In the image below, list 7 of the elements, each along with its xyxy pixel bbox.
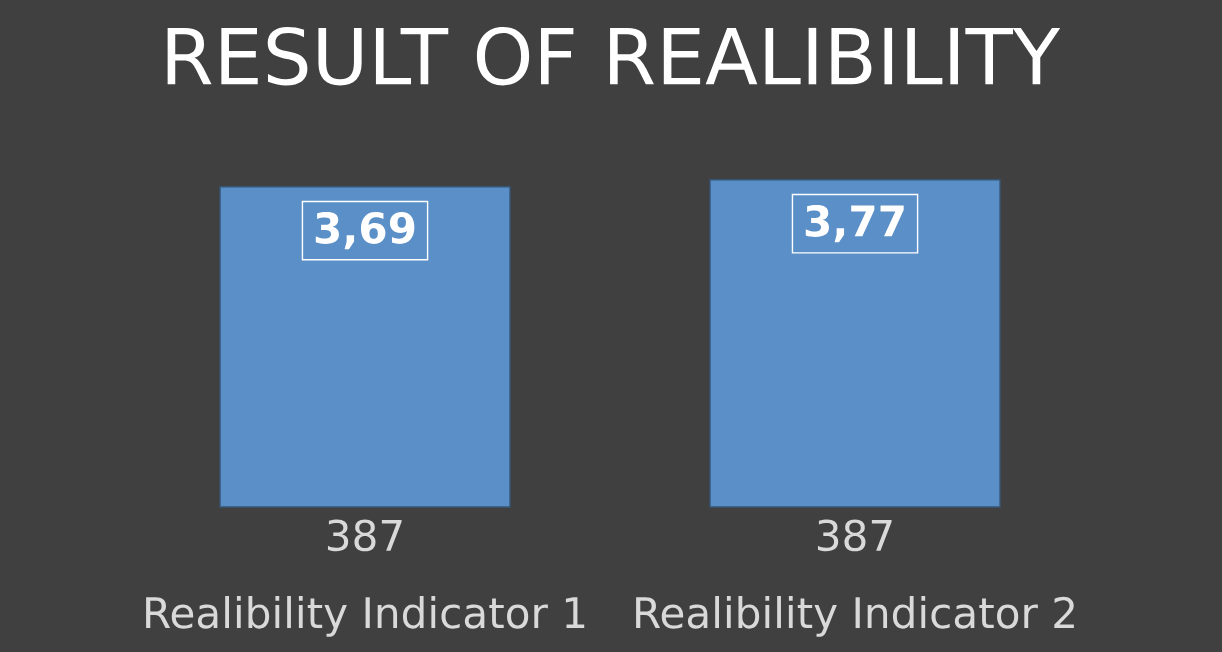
x-tick-label: Realibility Indicator 2: [636, 596, 1074, 637]
text: 387: [327, 519, 402, 552]
text: 387: [817, 519, 892, 552]
chart-title: RESULT OF REALIBILITY: [167, 26, 1061, 86]
x-tick-label: Realibility Indicator 1: [146, 596, 585, 637]
data-label: 3,77: [805, 205, 904, 243]
data-label: 3,69: [315, 211, 415, 250]
